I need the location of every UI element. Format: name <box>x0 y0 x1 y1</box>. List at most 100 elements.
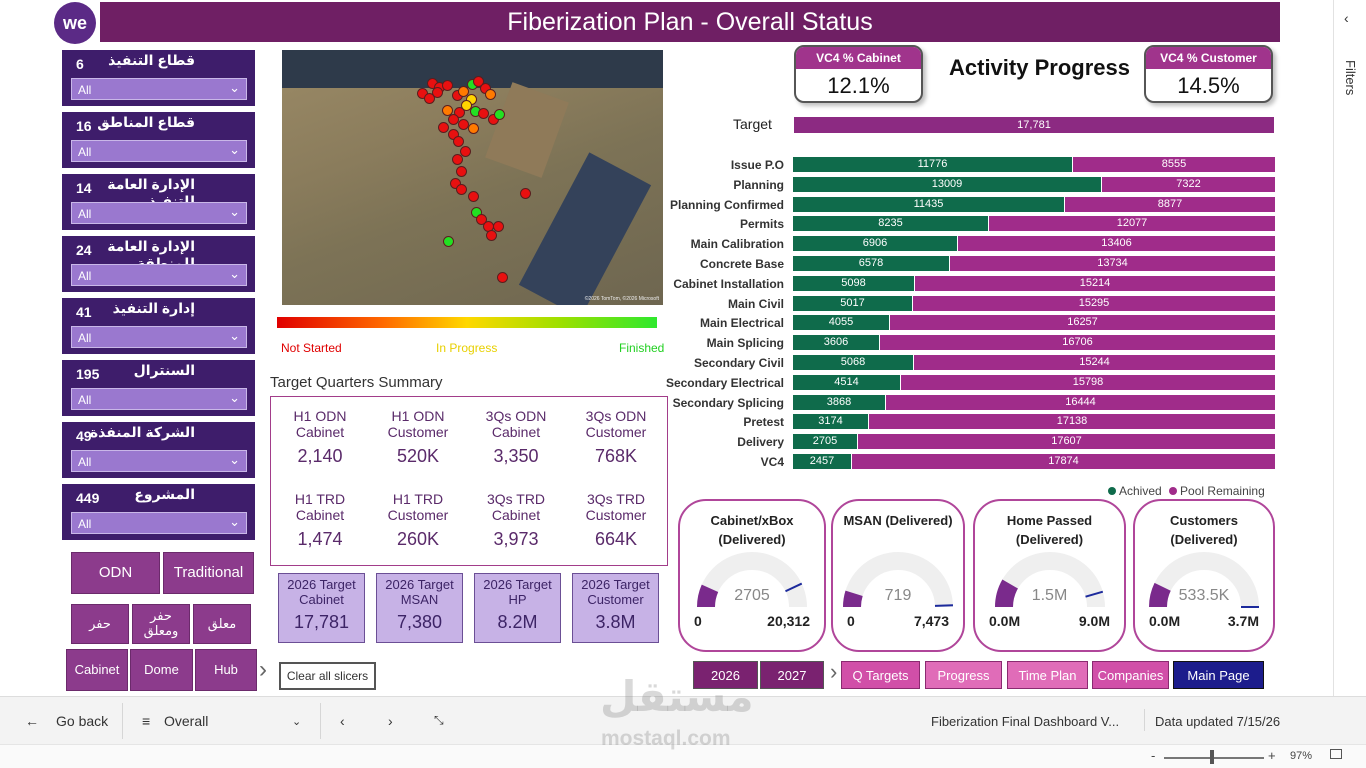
bar-pool-remaining[interactable]: 17138 <box>869 414 1275 430</box>
dome-button[interactable]: Dome <box>130 649 193 691</box>
zoom-in-icon[interactable]: + <box>1268 748 1276 763</box>
bar-achived[interactable]: 3174 <box>793 414 868 430</box>
slicer-dropdown[interactable]: All ⌄ <box>71 202 247 224</box>
filters-label[interactable]: Filters <box>1343 60 1358 96</box>
bar-pool-remaining[interactable]: 13406 <box>958 236 1275 252</box>
chevron-down-icon[interactable]: ⌄ <box>229 80 240 95</box>
map-point[interactable] <box>485 89 496 100</box>
traditional-button[interactable]: Traditional <box>163 552 254 594</box>
map-point[interactable] <box>452 154 463 165</box>
bar-achived[interactable]: 6906 <box>793 236 957 252</box>
time-plan-button[interactable]: Time Plan <box>1007 661 1088 689</box>
target-bar[interactable]: 17,781 <box>794 117 1274 133</box>
bar-achived[interactable]: 8235 <box>793 216 988 232</box>
map-point[interactable] <box>468 123 479 134</box>
bar-pool-remaining[interactable]: 12077 <box>989 216 1275 232</box>
map-point[interactable] <box>473 76 484 87</box>
next-page-icon[interactable]: › <box>388 713 393 729</box>
collapse-icon[interactable]: ⤡ <box>434 713 444 727</box>
map-point[interactable] <box>456 166 467 177</box>
slicer-dropdown[interactable]: All ⌄ <box>71 450 247 472</box>
map-point[interactable] <box>450 178 461 189</box>
chevron-down-icon[interactable]: ⌄ <box>229 390 240 405</box>
map-point[interactable] <box>460 146 471 157</box>
zoom-handle[interactable] <box>1210 750 1214 764</box>
map-point[interactable] <box>476 214 487 225</box>
hafr-button[interactable]: حفر <box>71 604 129 644</box>
filters-pane[interactable]: ‹ Filters <box>1333 0 1366 696</box>
slicer-dropdown[interactable]: All ⌄ <box>71 326 247 348</box>
map-point[interactable] <box>456 184 467 195</box>
slicer-dropdown[interactable]: All ⌄ <box>71 512 247 534</box>
map-point[interactable] <box>438 122 449 133</box>
map-point[interactable] <box>461 100 472 111</box>
bar-achived[interactable]: 2457 <box>793 454 851 469</box>
collapse-filters-icon[interactable]: ‹ <box>1344 10 1349 26</box>
map-point[interactable] <box>454 107 465 118</box>
map-point[interactable] <box>468 191 479 202</box>
status-map[interactable]: ©2026 TomTom, ©2026 Microsoft <box>282 50 663 305</box>
map-point[interactable] <box>432 87 443 98</box>
chevron-down-icon[interactable]: ⌄ <box>292 716 302 728</box>
go-back-button[interactable]: Go back <box>56 713 109 729</box>
bar-pool-remaining[interactable]: 15214 <box>915 275 1275 291</box>
bar-pool-remaining[interactable]: 7322 <box>1102 176 1275 192</box>
map-point[interactable] <box>453 136 464 147</box>
map-point[interactable] <box>443 236 454 247</box>
hub-button[interactable]: Hub <box>195 649 257 691</box>
bar-achived[interactable]: 2705 <box>793 434 857 450</box>
page-selector[interactable]: Overall <box>164 713 209 729</box>
zoom-slider[interactable] <box>1164 757 1264 759</box>
chevron-down-icon[interactable]: ⌄ <box>229 514 240 529</box>
bar-achived[interactable]: 11776 <box>793 157 1072 172</box>
bar-achived[interactable]: 5098 <box>793 275 914 291</box>
chevron-down-icon[interactable]: ⌄ <box>229 204 240 219</box>
map-point[interactable] <box>424 93 435 104</box>
bar-pool-remaining[interactable]: 15798 <box>901 374 1275 390</box>
bar-achived[interactable]: 3868 <box>793 394 885 410</box>
map-point[interactable] <box>442 80 453 91</box>
slicer-dropdown[interactable]: All ⌄ <box>71 78 247 100</box>
map-point[interactable] <box>497 272 508 283</box>
companies-button[interactable]: Companies <box>1092 661 1169 689</box>
chevron-down-icon[interactable]: ⌄ <box>229 328 240 343</box>
map-point[interactable] <box>486 230 497 241</box>
slicer-dropdown[interactable]: All ⌄ <box>71 140 247 162</box>
page-list-icon[interactable]: ≡ <box>142 713 151 729</box>
bar-pool-remaining[interactable]: 8555 <box>1073 157 1275 172</box>
back-arrow-icon[interactable]: ← <box>25 713 39 729</box>
bar-pool-remaining[interactable]: 17874 <box>852 454 1275 469</box>
bar-achived[interactable]: 5068 <box>793 355 913 370</box>
bar-pool-remaining[interactable]: 17607 <box>858 434 1275 450</box>
chevron-down-icon[interactable]: ⌄ <box>229 452 240 467</box>
map-point[interactable] <box>448 114 459 125</box>
year-2026-button[interactable]: 2026 <box>693 661 758 689</box>
fit-page-icon[interactable] <box>1330 749 1342 759</box>
chevron-down-icon[interactable]: ⌄ <box>229 142 240 157</box>
slicer-dropdown[interactable]: All ⌄ <box>71 264 247 286</box>
prev-page-icon[interactable]: ‹ <box>340 713 345 729</box>
year-2027-button[interactable]: 2027 <box>760 661 824 689</box>
bar-achived[interactable]: 11435 <box>793 196 1064 212</box>
clear-slicers-button[interactable]: Clear all slicers <box>279 662 376 690</box>
bar-achived[interactable]: 4055 <box>793 315 889 331</box>
bar-achived[interactable]: 5017 <box>793 295 912 311</box>
bar-pool-remaining[interactable]: 16706 <box>880 335 1275 351</box>
odn-button[interactable]: ODN <box>71 552 160 594</box>
bar-achived[interactable]: 13009 <box>793 176 1101 192</box>
q-targets-button[interactable]: Q Targets <box>841 661 920 689</box>
hafr-moalaq-button[interactable]: حفر ومعلق <box>132 604 190 644</box>
main-page-button[interactable]: Main Page <box>1173 661 1264 689</box>
chevron-down-icon[interactable]: ⌄ <box>229 266 240 281</box>
bar-achived[interactable]: 6578 <box>793 256 949 271</box>
bar-pool-remaining[interactable]: 15295 <box>913 295 1275 311</box>
map-point[interactable] <box>493 221 504 232</box>
slicer-dropdown[interactable]: All ⌄ <box>71 388 247 410</box>
bar-pool-remaining[interactable]: 15244 <box>914 355 1275 370</box>
map-point[interactable] <box>494 109 505 120</box>
moalaq-button[interactable]: معلق <box>193 604 251 644</box>
map-point[interactable] <box>458 86 469 97</box>
bar-pool-remaining[interactable]: 16444 <box>886 394 1275 410</box>
cabinet-button[interactable]: Cabinet <box>66 649 128 691</box>
zoom-out-icon[interactable]: - <box>1151 748 1156 763</box>
